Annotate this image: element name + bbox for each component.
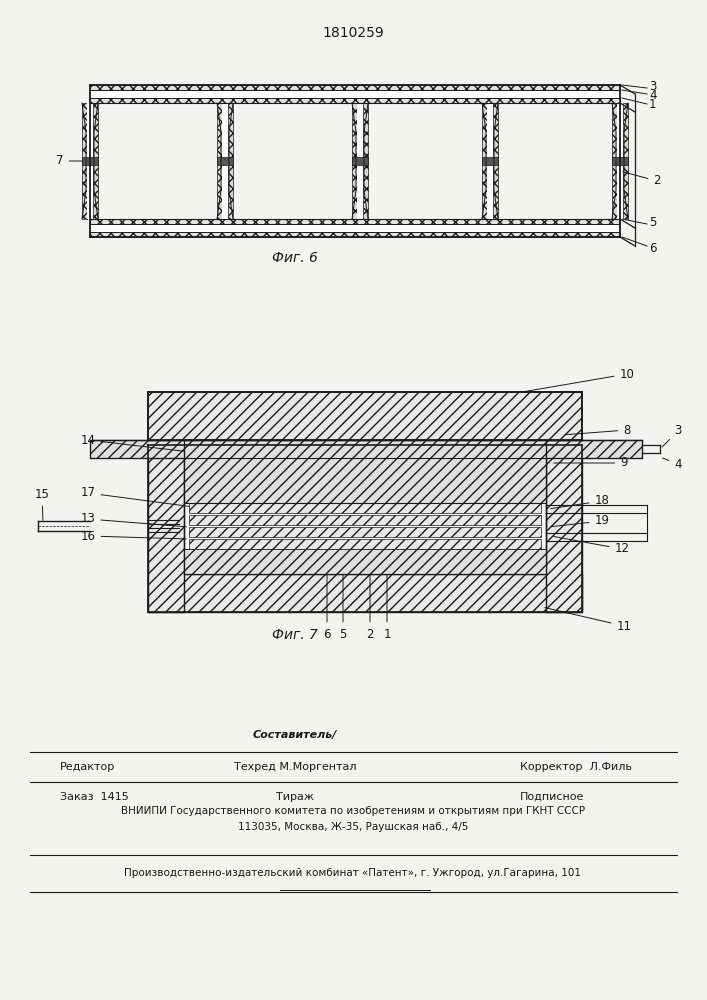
Bar <box>90 219 620 224</box>
Bar <box>357 103 363 219</box>
Text: 5: 5 <box>649 216 656 229</box>
Text: 15: 15 <box>35 488 49 520</box>
Bar <box>217 157 233 165</box>
Text: 14: 14 <box>81 434 197 453</box>
Text: 5: 5 <box>339 547 346 641</box>
Bar <box>90 232 620 237</box>
Bar <box>352 157 368 165</box>
Bar <box>623 103 628 219</box>
Bar <box>148 392 582 440</box>
Bar <box>482 157 498 165</box>
Text: 2: 2 <box>366 547 374 641</box>
Bar <box>228 103 233 219</box>
Text: 6: 6 <box>649 242 657 255</box>
Bar <box>90 224 620 232</box>
Bar <box>482 103 487 219</box>
Bar <box>217 103 222 219</box>
Text: 18: 18 <box>551 494 609 509</box>
Text: 19: 19 <box>551 514 609 528</box>
Text: 2: 2 <box>623 172 661 188</box>
Bar <box>189 527 541 537</box>
Bar <box>612 157 628 165</box>
Bar <box>90 440 642 458</box>
Bar <box>82 103 87 219</box>
Text: Корректор  Л.Филь: Корректор Л.Филь <box>520 762 632 772</box>
Text: Фиг. 7: Фиг. 7 <box>272 628 318 642</box>
Bar <box>546 445 582 612</box>
Text: Подписное: Подписное <box>520 792 585 802</box>
Text: Техред М.Моргентал: Техред М.Моргентал <box>234 762 356 772</box>
Text: 4: 4 <box>662 458 682 471</box>
Text: 3: 3 <box>649 80 656 93</box>
Text: 6: 6 <box>323 547 331 641</box>
Text: 10: 10 <box>525 367 634 392</box>
Bar <box>493 103 498 219</box>
Bar <box>87 103 93 219</box>
Bar <box>487 103 493 219</box>
Bar <box>148 445 184 612</box>
Bar <box>612 103 617 219</box>
Text: Составитель/: Составитель/ <box>253 730 337 740</box>
Bar <box>148 574 582 612</box>
Text: ВНИИПИ Государственного комитета по изобретениям и открытиям при ГКНТ СССР: ВНИИПИ Государственного комитета по изоб… <box>121 806 585 816</box>
Bar <box>90 98 620 103</box>
Text: Заказ  1415: Заказ 1415 <box>60 792 129 802</box>
Text: Производственно-издательский комбинат «Патент», г. Ужгород, ул.Гагарина, 101: Производственно-издательский комбинат «П… <box>124 868 581 879</box>
Bar <box>93 103 98 219</box>
Bar <box>184 445 546 574</box>
Bar <box>90 90 620 98</box>
Text: 7: 7 <box>57 154 86 167</box>
Text: Фиг. 6: Фиг. 6 <box>272 251 318 265</box>
Bar <box>189 539 541 549</box>
Bar <box>617 103 623 219</box>
Bar <box>184 440 546 503</box>
Bar <box>352 103 357 219</box>
Text: 9: 9 <box>554 456 628 470</box>
Text: 13: 13 <box>81 512 186 527</box>
Text: 17: 17 <box>81 487 192 507</box>
Text: 113035, Москва, Ж-35, Раушская наб., 4/5: 113035, Москва, Ж-35, Раушская наб., 4/5 <box>238 822 468 832</box>
Text: 1810259: 1810259 <box>322 26 384 40</box>
Bar <box>189 503 541 513</box>
Text: 8: 8 <box>565 424 631 436</box>
Text: 4: 4 <box>649 89 657 102</box>
Text: 1: 1 <box>649 98 657 111</box>
Text: 3: 3 <box>662 424 682 447</box>
Bar <box>189 515 541 525</box>
Text: 1: 1 <box>383 547 391 641</box>
Text: Редактор: Редактор <box>60 762 115 772</box>
Text: Тираж: Тираж <box>276 792 314 802</box>
Bar <box>82 157 98 165</box>
Text: 11: 11 <box>544 608 631 633</box>
Bar <box>222 103 228 219</box>
Bar <box>184 549 546 574</box>
Text: 16: 16 <box>81 530 186 542</box>
Bar <box>90 85 620 90</box>
Text: 12: 12 <box>554 536 629 556</box>
Bar <box>363 103 368 219</box>
